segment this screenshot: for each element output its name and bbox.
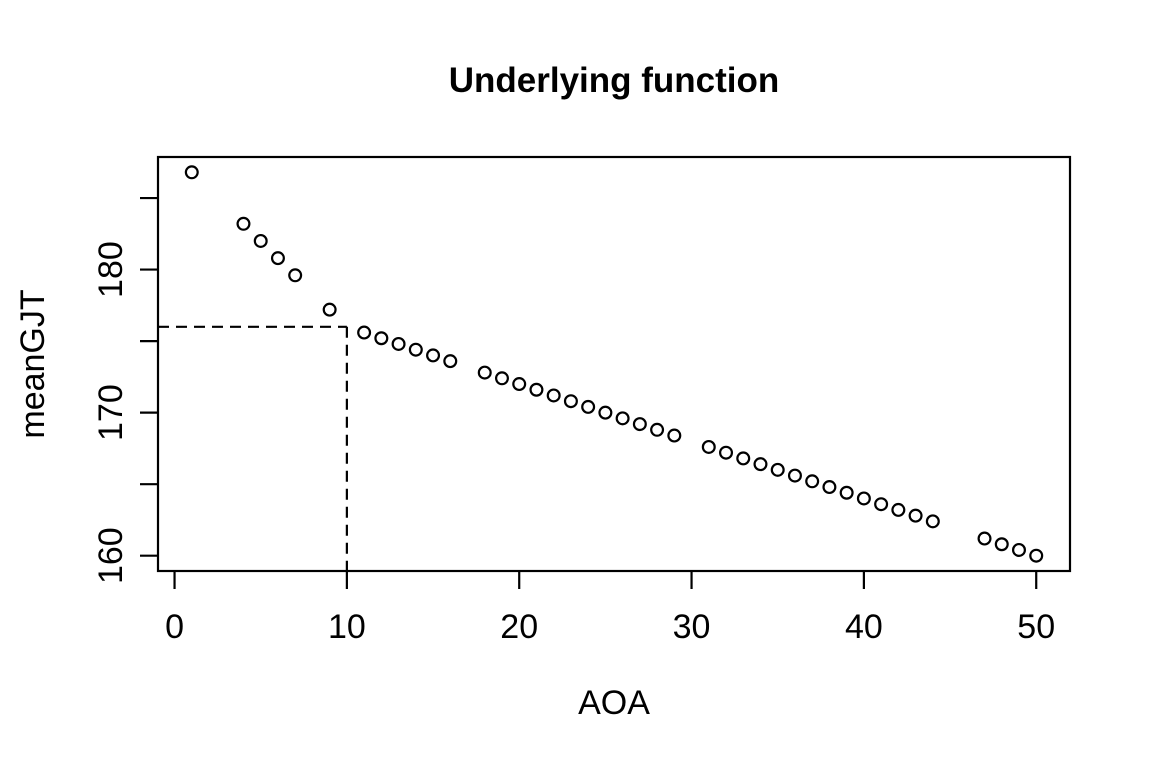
- data-point: [236, 216, 251, 231]
- data-point: [856, 491, 871, 506]
- data-point: [494, 371, 509, 386]
- data-point: [546, 388, 561, 403]
- plot-border: [156, 155, 1072, 573]
- data-point: [891, 502, 906, 517]
- y-tick-label: 160: [92, 527, 130, 584]
- data-point: [408, 342, 423, 357]
- data-point: [253, 233, 268, 248]
- data-point: [357, 325, 372, 340]
- data-point: [512, 377, 527, 392]
- data-point: [787, 468, 802, 483]
- data-point: [736, 451, 751, 466]
- y-axis-label: meanGJT: [14, 289, 52, 438]
- x-tick-label: 0: [165, 608, 184, 646]
- x-axis-label: AOA: [578, 684, 650, 722]
- data-point: [701, 439, 716, 454]
- data-point: [925, 514, 940, 529]
- y-tick-label: 170: [92, 384, 130, 441]
- x-axis-ticks: 0 10 20 30 40 50: [165, 571, 1055, 646]
- data-point: [529, 382, 544, 397]
- data-point: [1011, 542, 1026, 557]
- y-axis-ticks: 160 170 180: [92, 196, 158, 584]
- data-point: [581, 399, 596, 414]
- data-point: [374, 331, 389, 346]
- data-point: [839, 485, 854, 500]
- chart-title: Underlying function: [449, 61, 780, 100]
- data-point: [874, 497, 889, 512]
- data-point: [805, 474, 820, 489]
- y-tick-label: 180: [92, 241, 130, 298]
- x-tick-label: 20: [500, 608, 538, 646]
- data-point: [977, 531, 992, 546]
- data-point: [667, 428, 682, 443]
- x-tick-label: 40: [845, 608, 883, 646]
- data-point: [288, 268, 303, 283]
- data-point: [908, 508, 923, 523]
- data-point: [598, 405, 613, 420]
- data-point: [443, 354, 458, 369]
- data-point: [426, 348, 441, 363]
- data-point: [632, 417, 647, 432]
- data-point: [391, 336, 406, 351]
- x-tick-label: 50: [1017, 608, 1055, 646]
- data-point: [770, 462, 785, 477]
- x-tick-label: 30: [673, 608, 711, 646]
- data-point: [1029, 548, 1044, 563]
- data-point: [994, 537, 1009, 552]
- data-point: [753, 457, 768, 472]
- data-point: [270, 251, 285, 266]
- data-point: [719, 445, 734, 460]
- x-tick-label: 10: [328, 608, 366, 646]
- data-point: [650, 422, 665, 437]
- data-point: [477, 365, 492, 380]
- data-point: [822, 480, 837, 495]
- data-point: [563, 394, 578, 409]
- data-point: [184, 165, 199, 180]
- data-point: [615, 411, 630, 426]
- plot-box-rect: [156, 155, 1072, 573]
- dashed-reference-lines: [158, 325, 348, 571]
- data-point: [322, 302, 337, 317]
- data-points: [184, 165, 1044, 563]
